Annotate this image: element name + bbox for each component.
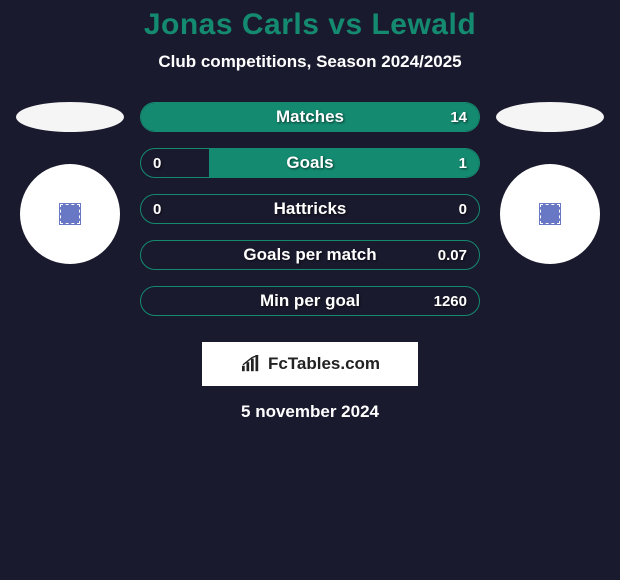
stat-left-value: 0 [153,195,161,223]
brand-label: FcTables.com [268,354,380,374]
stat-label: Matches [141,103,479,131]
stat-label: Goals per match [141,241,479,269]
player-left-avatar [20,164,120,264]
chart-icon [240,355,262,373]
date-label: 5 november 2024 [0,402,620,422]
brand-box[interactable]: FcTables.com [202,342,418,386]
stat-right-value: 0.07 [438,241,467,269]
stat-bar: Goals per match0.07 [140,240,480,270]
stat-left-value: 0 [153,149,161,177]
stat-right-value: 14 [450,103,467,131]
stat-bar: Goals0 1 [140,148,480,178]
subtitle: Club competitions, Season 2024/2025 [0,52,620,72]
stat-label: Hattricks [141,195,479,223]
placeholder-badge-icon [60,204,80,224]
player-right-avatar [500,164,600,264]
stat-bar: Hattricks0 0 [140,194,480,224]
comparison-card: Jonas Carls vs Lewald Club competitions,… [0,0,620,422]
page-title: Jonas Carls vs Lewald [0,8,620,42]
stat-bar: Matches14 [140,102,480,132]
player-left-column [10,102,130,264]
player-left-name-plate [16,102,124,132]
stat-right-value: 1260 [434,287,467,315]
player-right-name-plate [496,102,604,132]
stat-label: Goals [141,149,479,177]
stat-label: Min per goal [141,287,479,315]
player-right-column [490,102,610,264]
content-row: Matches14Goals01Hattricks00Goals per mat… [0,102,620,332]
stat-bar: Min per goal1260 [140,286,480,316]
stats-column: Matches14Goals01Hattricks00Goals per mat… [130,102,490,332]
stat-right-value: 1 [459,149,467,177]
placeholder-badge-icon [540,204,560,224]
stat-right-value: 0 [459,195,467,223]
